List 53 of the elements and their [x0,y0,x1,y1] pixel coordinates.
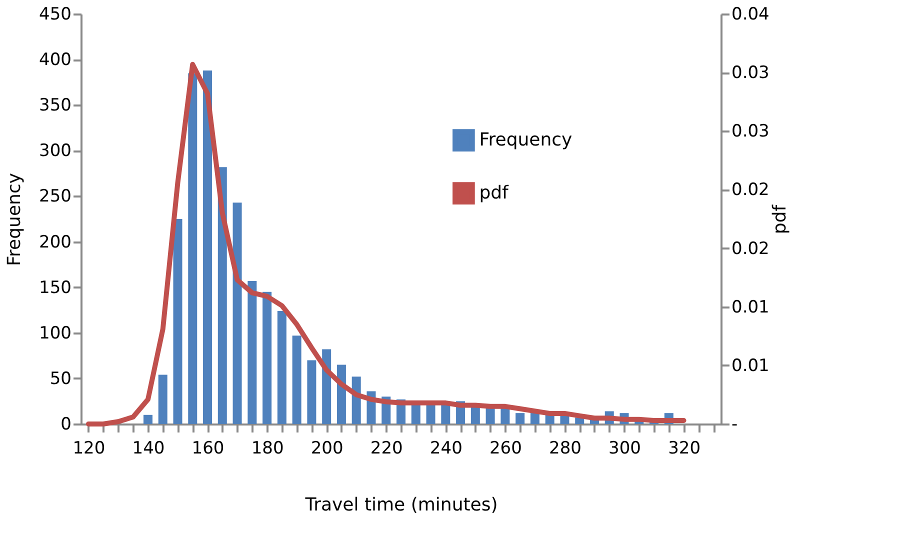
bar [307,360,316,424]
y2-tick-label: 0.01 [732,356,770,376]
x-axis-title: Travel time (minutes) [304,494,498,516]
bar [188,73,198,424]
bar [486,408,495,424]
y-tick-label: 350 [39,96,72,116]
bar [232,202,242,424]
bar [277,311,286,424]
bar [516,413,525,424]
x-tick-label: 320 [668,438,701,458]
bar [143,414,152,424]
x-tick-label: 160 [192,438,224,458]
bar [248,280,257,424]
y-tick-label: 0 [60,414,72,434]
x-tick-label: 140 [132,438,165,458]
y-axis-title: Frequency [4,172,26,266]
bar [500,408,510,424]
x-tick-label: 300 [608,438,641,458]
x-tick-label: 200 [310,438,344,458]
bar [441,404,450,424]
y2-tick-label: - [732,414,738,434]
bar [545,414,554,424]
x-tick-label: 120 [72,438,106,458]
bar [411,404,420,424]
y2-tick-label: 0.02 [732,238,770,259]
bar [292,336,302,424]
x-tick-label: 280 [548,438,582,458]
x-tick-label: 240 [430,438,462,458]
bar [426,404,436,424]
x-tick-label: 180 [251,438,284,458]
x-tick-label: 260 [489,438,522,458]
y2-tick-label: 0.01 [732,297,770,318]
y-tick-label: 200 [39,232,72,252]
y-tick-label: 50 [50,368,72,389]
y-tick-label: 150 [39,278,72,298]
legend-label: pdf [479,182,510,204]
y-tick-label: 300 [39,141,72,162]
y2-tick-label: 0.03 [732,63,770,84]
y-tick-label: 250 [39,186,72,207]
y2-axis-title: pdf [769,204,790,234]
legend-label: Frequency [479,129,573,150]
y2-tick-label: 0.02 [732,180,770,200]
y2-tick-label: 0.04 [732,4,770,24]
y-tick-label: 400 [39,50,72,70]
bar [158,374,168,424]
bar [560,416,570,424]
bar [262,292,272,424]
y-tick-label: 450 [39,4,72,24]
y2-tick-label: 0.03 [732,122,770,142]
x-tick-label: 220 [370,438,403,458]
bar [173,219,182,424]
y-tick-label: 100 [39,323,72,344]
bar [203,70,212,424]
